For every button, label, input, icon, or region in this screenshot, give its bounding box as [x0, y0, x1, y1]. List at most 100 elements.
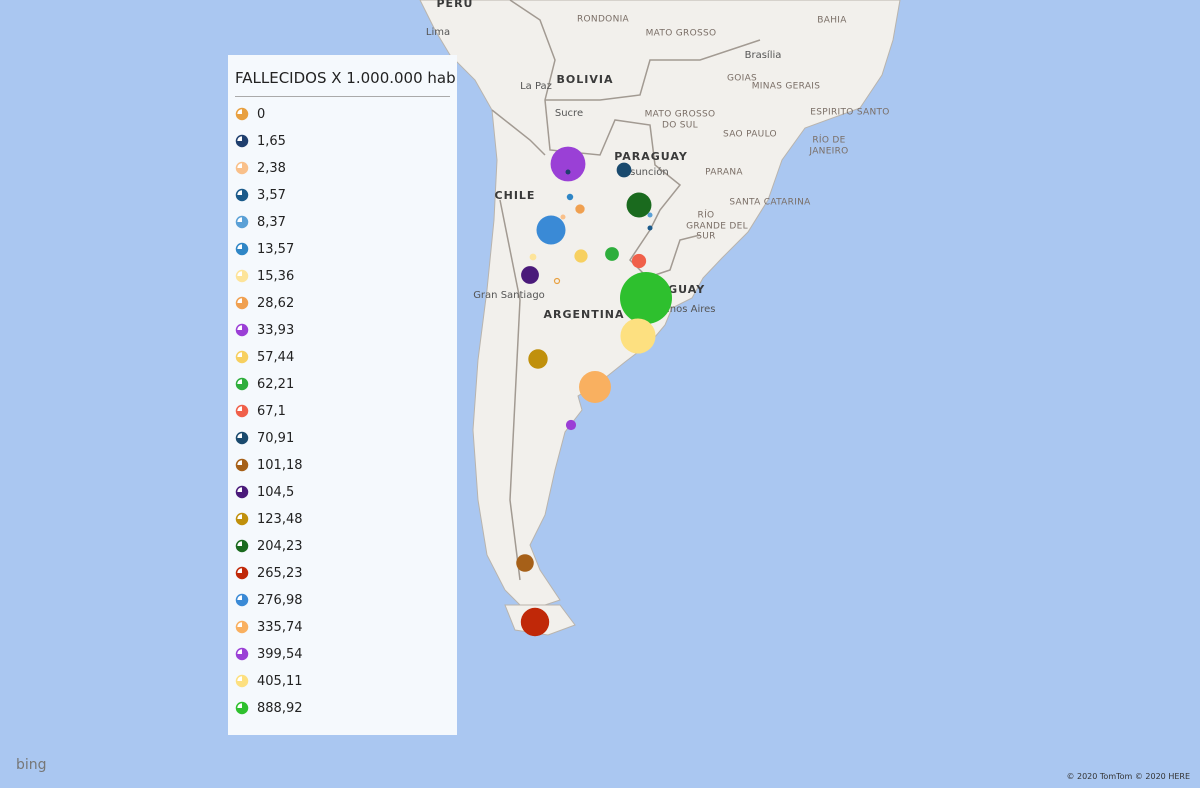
legend-swatch-fill: [236, 243, 248, 255]
legend-label: 67,1: [257, 403, 286, 419]
legend-icon: [235, 296, 249, 310]
legend-item: 399,54: [235, 644, 303, 664]
legend-swatch-fill: [236, 648, 248, 660]
bubble: [565, 419, 577, 431]
map-label: PARAGUAY: [614, 150, 688, 163]
legend-item: 62,21: [235, 374, 294, 394]
map-label: MATO GROSSO: [646, 29, 717, 39]
legend-swatch-fill: [236, 351, 248, 363]
legend-label: 265,23: [257, 565, 303, 581]
legend-swatch-fill: [236, 135, 248, 147]
legend-label: 888,92: [257, 700, 303, 716]
legend-label: 101,18: [257, 457, 303, 473]
legend-item: 13,57: [235, 239, 294, 259]
borders: [491, 0, 761, 581]
legend-swatch-fill: [236, 108, 248, 120]
map-label: ESPIRITO SANTO: [810, 108, 889, 118]
legend-title: FALLECIDOS X 1.000.000 hab: [235, 69, 456, 87]
legend-swatch-fill: [236, 675, 248, 687]
map-label: Lima: [426, 27, 450, 38]
bubble: [647, 225, 653, 231]
map-label: ARGENTINA: [543, 308, 624, 321]
legend-swatch-fill: [236, 216, 248, 228]
map-label: DO SUL: [662, 121, 698, 131]
legend-item: 1,65: [235, 131, 286, 151]
bing-logo: bing: [16, 757, 47, 773]
legend-item: 204,23: [235, 536, 303, 556]
map-label: Brasília: [745, 49, 782, 61]
legend-label: 335,74: [257, 619, 303, 635]
legend-separator: [235, 96, 450, 97]
map-label: Sucre: [555, 108, 583, 119]
legend-label: 28,62: [257, 295, 295, 311]
legend-icon: [235, 701, 249, 715]
legend-item: 3,57: [235, 185, 286, 205]
bubble: [528, 349, 548, 369]
legend-swatch-fill: [236, 702, 248, 714]
map-label: RÍO DE: [812, 134, 845, 146]
legend-label: 13,57: [257, 241, 295, 257]
map-label: JANEIRO: [808, 147, 848, 157]
legend-label: 104,5: [257, 484, 295, 500]
legend-item: 101,18: [235, 455, 303, 475]
legend-label: 15,36: [257, 268, 295, 284]
legend-item: 405,11: [235, 671, 303, 691]
legend-label: 204,23: [257, 538, 303, 554]
legend-icon: [235, 512, 249, 526]
legend-label: 62,21: [257, 376, 295, 392]
legend-swatch-fill: [236, 459, 248, 471]
bubble: [620, 272, 672, 324]
legend-item: 28,62: [235, 293, 294, 313]
bubble: [605, 247, 619, 261]
legend-swatch-fill: [236, 405, 248, 417]
bubble: [516, 554, 534, 572]
map-label: Buenos Aires: [650, 304, 715, 315]
legend-label: 33,93: [257, 322, 295, 338]
bubble: [620, 318, 656, 354]
bubble: [647, 212, 653, 218]
legend-icon: [235, 539, 249, 553]
legend-icon: [235, 458, 249, 472]
legend-icon: [235, 566, 249, 580]
map-label: GOIAS: [727, 74, 757, 84]
legend-item: 888,92: [235, 698, 303, 718]
legend-icon: [235, 404, 249, 418]
legend-item: 265,23: [235, 563, 303, 583]
map-label: SANTA CATARINA: [729, 198, 811, 208]
legend-item: 67,1: [235, 401, 286, 421]
bubble: [566, 193, 574, 201]
legend-item: 33,93: [235, 320, 294, 340]
legend-icon: [235, 134, 249, 148]
legend: FALLECIDOS X 1.000.000 hab 0 1,65 2,38 3,57…: [228, 55, 457, 735]
legend-icon: [235, 350, 249, 364]
legend-swatch-fill: [236, 324, 248, 336]
map-label: La Paz: [520, 81, 552, 92]
legend-label: 0: [257, 106, 266, 122]
map-label: GRANDE DEL: [686, 222, 748, 232]
bubble: [529, 253, 537, 261]
legend-item: 8,37: [235, 212, 286, 232]
legend-icon: [235, 377, 249, 391]
legend-icon: [235, 485, 249, 499]
legend-icon: [235, 242, 249, 256]
legend-icon: [235, 161, 249, 175]
legend-swatch-fill: [236, 162, 248, 174]
legend-icon: [235, 323, 249, 337]
copyright: © 2020 TomTom © 2020 HERE: [1066, 772, 1190, 781]
legend-label: 2,38: [257, 160, 286, 176]
bubble: [521, 266, 539, 284]
legend-label: 399,54: [257, 646, 303, 662]
legend-label: 405,11: [257, 673, 303, 689]
map-label: Asunción: [623, 166, 668, 178]
legend-label: 1,65: [257, 133, 286, 149]
legend-item: 276,98: [235, 590, 303, 610]
legend-swatch-fill: [236, 594, 248, 606]
legend-item: 123,48: [235, 509, 303, 529]
bubble: [553, 277, 561, 285]
bubble: [520, 607, 550, 637]
legend-swatch-fill: [236, 567, 248, 579]
bubble: [616, 162, 632, 178]
map-label: RONDONIA: [577, 15, 630, 25]
legend-label: 276,98: [257, 592, 303, 608]
